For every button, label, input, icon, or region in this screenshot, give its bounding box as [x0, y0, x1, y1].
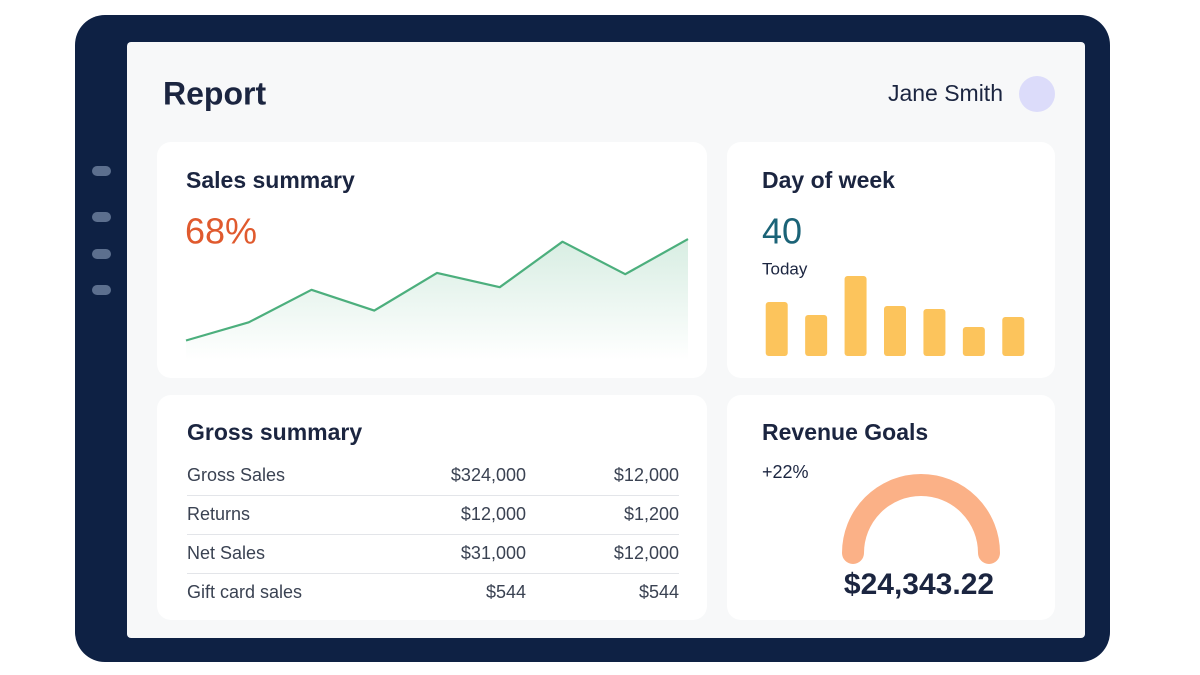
card-title: Sales summary — [186, 167, 355, 193]
table-cell: $12,000 — [614, 543, 679, 563]
user-name[interactable]: Jane Smith — [888, 80, 1003, 106]
bar — [765, 302, 788, 356]
table-cell: $324,000 — [451, 465, 526, 485]
kpi-value: 40 — [762, 211, 802, 252]
table-cell: Gross Sales — [187, 465, 285, 485]
bar — [962, 327, 985, 356]
nav-item[interactable] — [92, 285, 111, 295]
bar — [844, 276, 867, 356]
page-title: Report — [163, 75, 266, 111]
table-cell: $544 — [486, 582, 526, 602]
avatar[interactable] — [1019, 76, 1055, 112]
table-cell: $1,200 — [624, 504, 679, 524]
table-cell: Returns — [187, 504, 250, 524]
table-cell: Net Sales — [187, 543, 265, 563]
kpi-caption: Today — [762, 259, 808, 278]
nav-item[interactable] — [92, 249, 111, 259]
bar — [1002, 317, 1025, 356]
card-title: Revenue Goals — [762, 419, 928, 445]
card — [157, 395, 707, 620]
card — [727, 395, 1055, 620]
goal-amount: $24,343.22 — [844, 568, 994, 601]
goal-gauge — [842, 474, 1000, 564]
table-cell: $31,000 — [461, 543, 526, 563]
kpi-value: 68% — [185, 211, 257, 252]
bar — [884, 306, 906, 356]
bar — [923, 309, 946, 356]
table-cell: $544 — [639, 582, 679, 602]
card-title: Day of week — [762, 167, 895, 193]
line-area — [186, 239, 688, 360]
line — [185, 238, 689, 342]
table-cell: $12,000 — [461, 504, 526, 524]
card-title: Gross summary — [187, 419, 362, 445]
nav-item[interactable] — [92, 166, 111, 176]
goal-change: +22% — [762, 462, 809, 482]
nav-item[interactable] — [92, 212, 111, 222]
table-cell: Gift card sales — [187, 582, 302, 602]
table-cell: $12,000 — [614, 465, 679, 485]
bar — [805, 315, 828, 356]
